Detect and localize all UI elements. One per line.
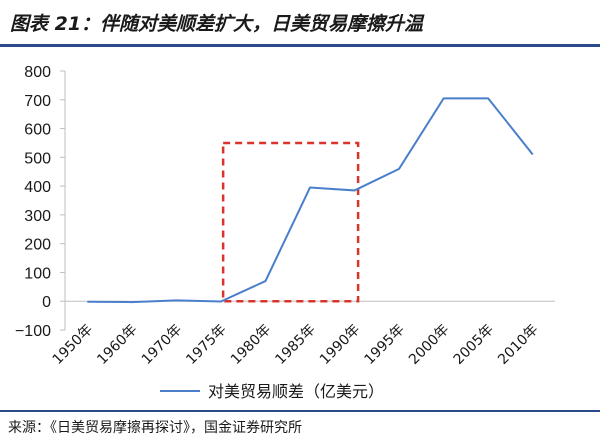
- x-tick-label: 1950年: [50, 322, 96, 368]
- x-tick-label: 1960年: [94, 322, 140, 368]
- y-tick-label: 0: [42, 294, 51, 311]
- x-tick-label: 1995年: [362, 322, 408, 368]
- bottom-rule: [0, 410, 600, 412]
- x-tick-label: 1980年: [228, 322, 274, 368]
- y-tick-label: 100: [24, 265, 51, 282]
- y-tick-label: 500: [24, 150, 51, 167]
- x-tick-label: 2000年: [406, 322, 452, 368]
- y-tick-label: 300: [24, 208, 51, 225]
- x-tick-label: 1985年: [272, 322, 318, 368]
- highlight-box: [221, 141, 360, 303]
- legend-label: 对美贸易顺差（亿美元）: [208, 382, 384, 401]
- x-tick-label: 1975年: [183, 322, 229, 368]
- y-tick-label: 600: [24, 122, 51, 139]
- y-tick-label: 200: [24, 237, 51, 254]
- y-tick-label: 700: [24, 93, 51, 110]
- y-tick-label: 800: [24, 64, 51, 81]
- source-note: 来源：《日美贸易摩擦再探讨》，国金证券研究所: [8, 420, 302, 436]
- series-line: [87, 97, 534, 304]
- x-tick-label: 2005年: [451, 322, 497, 368]
- x-tick-label: 1970年: [139, 322, 185, 368]
- x-tick-label: 1990年: [317, 322, 363, 368]
- figure-title: 图表 21：伴随对美顺差扩大，日美贸易摩擦升温: [10, 13, 424, 35]
- line-chart: 8007006005004003002001000−1001950年1960年1…: [15, 64, 555, 401]
- x-tick-label: 2010年: [495, 322, 541, 368]
- y-tick-label: −100: [15, 323, 51, 340]
- y-tick-label: 400: [24, 179, 51, 196]
- title-rule: [0, 44, 600, 47]
